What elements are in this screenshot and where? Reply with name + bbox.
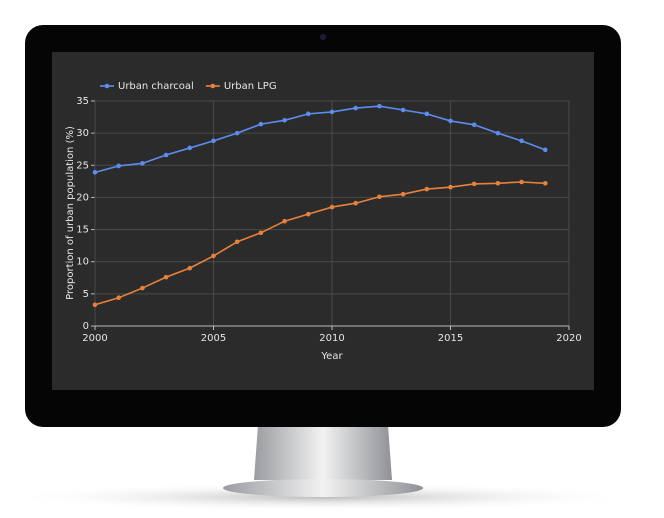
legend-label: Urban charcoal xyxy=(118,81,194,92)
legend-marker xyxy=(104,83,110,89)
screen xyxy=(52,52,594,390)
y-tick-label: 0 xyxy=(83,321,89,332)
y-tick-label: 5 xyxy=(83,289,89,300)
series-point xyxy=(163,152,169,158)
y-tick-label: 15 xyxy=(76,225,89,236)
series-point xyxy=(495,180,501,186)
series-point xyxy=(400,191,406,197)
series-point xyxy=(519,138,524,144)
y-tick-label: 35 xyxy=(76,96,89,107)
series-point xyxy=(543,180,548,186)
series-point xyxy=(92,302,98,308)
series-point xyxy=(187,265,193,271)
x-tick-label: 2010 xyxy=(319,333,344,344)
x-tick-label: 2005 xyxy=(201,333,226,344)
legend-marker xyxy=(210,83,216,89)
series-point xyxy=(424,186,430,192)
legend-label: Urban LPG xyxy=(224,81,277,92)
y-tick-label: 20 xyxy=(76,192,89,203)
series-point xyxy=(211,253,216,259)
series-point xyxy=(448,184,453,190)
camera xyxy=(320,34,326,40)
series-line xyxy=(94,105,546,174)
x-tick-label: 2015 xyxy=(438,333,463,344)
y-tick-label: 25 xyxy=(76,160,89,171)
series-point xyxy=(140,285,145,291)
y-tick-label: 30 xyxy=(76,128,89,139)
series-point xyxy=(519,179,524,185)
series-point xyxy=(163,274,169,280)
series-point xyxy=(353,105,359,111)
series-point xyxy=(306,211,311,217)
series-point xyxy=(471,181,477,187)
series-point xyxy=(543,147,548,153)
series-point xyxy=(92,170,98,175)
series-point xyxy=(377,194,382,200)
series-point xyxy=(282,218,287,224)
series-point xyxy=(495,130,501,136)
series-point xyxy=(329,204,335,210)
x-tick-label: 2000 xyxy=(82,333,107,344)
series-point xyxy=(400,107,406,113)
x-tick-label: 2020 xyxy=(556,333,581,344)
series-point xyxy=(377,103,382,109)
monitor-neck xyxy=(254,425,392,480)
series-point xyxy=(329,109,335,115)
series-point xyxy=(282,117,287,123)
series-point xyxy=(353,200,359,206)
series-point xyxy=(116,163,121,169)
monitor-base xyxy=(223,479,423,497)
series-point xyxy=(258,121,264,127)
series-point xyxy=(116,295,121,301)
series-point xyxy=(258,230,264,236)
y-tick-label: 10 xyxy=(76,257,89,268)
series-point xyxy=(234,239,240,245)
series-point xyxy=(234,130,240,136)
series-point xyxy=(424,111,430,117)
series-point xyxy=(306,111,311,117)
x-axis-title: Year xyxy=(320,351,343,362)
series-line xyxy=(94,181,546,306)
series-point xyxy=(187,145,193,151)
series-point xyxy=(448,118,453,124)
y-axis-title: Proportion of urban population (%) xyxy=(65,126,76,300)
series-point xyxy=(211,138,216,144)
series-point xyxy=(140,161,145,166)
series-point xyxy=(471,122,477,128)
